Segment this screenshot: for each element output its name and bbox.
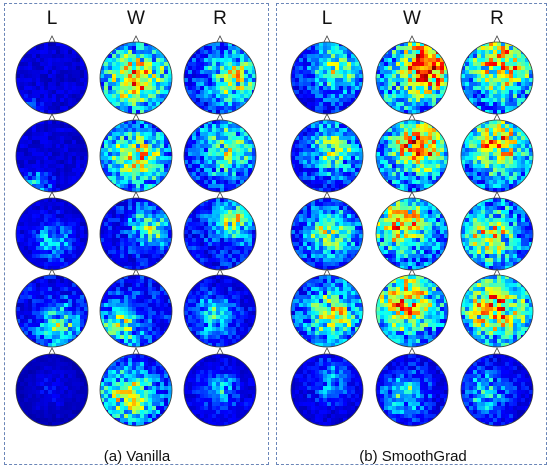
nose-marker-icon: [408, 35, 416, 43]
nose-marker-icon: [132, 191, 140, 199]
column-header-l-smoothgrad: L: [321, 8, 333, 29]
nose-marker-icon: [132, 347, 140, 355]
caption-vanilla: (a) Vanilla: [103, 448, 171, 465]
topomap-smoothgrad-w-row3: [375, 191, 449, 271]
nose-marker-icon: [216, 347, 224, 355]
topomap-vanilla-w-row3: [99, 191, 173, 271]
nose-marker-icon: [323, 347, 331, 355]
topomap-smoothgrad-l-row1: [290, 35, 364, 115]
nose-marker-icon: [408, 268, 416, 276]
nose-marker-icon: [48, 347, 56, 355]
nose-marker-icon: [216, 268, 224, 276]
topomap-vanilla-w-row4: [99, 268, 173, 348]
topomap-smoothgrad-l-row3: [290, 191, 364, 271]
nose-marker-icon: [132, 268, 140, 276]
topomap-smoothgrad-r-row3: [460, 191, 534, 271]
nose-marker-icon: [48, 191, 56, 199]
nose-marker-icon: [493, 191, 501, 199]
topomap-smoothgrad-w-row4: [375, 268, 449, 348]
nose-marker-icon: [493, 113, 501, 121]
nose-marker-icon: [493, 347, 501, 355]
column-header-w-smoothgrad: W: [403, 8, 421, 29]
nose-marker-icon: [48, 35, 56, 43]
nose-marker-icon: [216, 113, 224, 121]
nose-marker-icon: [493, 35, 501, 43]
topomap-vanilla-l-row4: [15, 268, 89, 348]
topomap-vanilla-l-row5: [15, 347, 89, 427]
column-header-w-vanilla: W: [127, 8, 145, 29]
nose-marker-icon: [216, 191, 224, 199]
topomap-vanilla-w-row2: [99, 113, 173, 193]
nose-marker-icon: [323, 35, 331, 43]
topomap-vanilla-l-row3: [15, 191, 89, 271]
topomap-vanilla-r-row4: [183, 268, 257, 348]
nose-marker-icon: [323, 268, 331, 276]
topomap-vanilla-r-row1: [183, 35, 257, 115]
topomap-smoothgrad-r-row2: [460, 113, 534, 193]
caption-smoothgrad: (b) SmoothGrad: [359, 448, 467, 465]
topomap-smoothgrad-r-row4: [460, 268, 534, 348]
nose-marker-icon: [408, 191, 416, 199]
nose-marker-icon: [48, 113, 56, 121]
topomap-smoothgrad-r-row5: [460, 347, 534, 427]
nose-marker-icon: [132, 113, 140, 121]
topomap-smoothgrad-l-row5: [290, 347, 364, 427]
column-header-l-vanilla: L: [46, 8, 58, 29]
topomap-smoothgrad-w-row5: [375, 347, 449, 427]
topomap-vanilla-r-row5: [183, 347, 257, 427]
topomap-vanilla-w-row1: [99, 35, 173, 115]
panel-vanilla: [4, 3, 269, 465]
topomap-vanilla-l-row1: [15, 35, 89, 115]
column-header-r-smoothgrad: R: [490, 8, 504, 29]
nose-marker-icon: [408, 113, 416, 121]
nose-marker-icon: [48, 268, 56, 276]
nose-marker-icon: [493, 268, 501, 276]
nose-marker-icon: [323, 113, 331, 121]
topomap-vanilla-r-row2: [183, 113, 257, 193]
topomap-smoothgrad-r-row1: [460, 35, 534, 115]
topomap-smoothgrad-l-row4: [290, 268, 364, 348]
topomap-vanilla-r-row3: [183, 191, 257, 271]
nose-marker-icon: [132, 35, 140, 43]
topomap-vanilla-l-row2: [15, 113, 89, 193]
topomap-smoothgrad-l-row2: [290, 113, 364, 193]
nose-marker-icon: [216, 35, 224, 43]
nose-marker-icon: [408, 347, 416, 355]
nose-marker-icon: [323, 191, 331, 199]
topomap-smoothgrad-w-row2: [375, 113, 449, 193]
panel-smoothgrad: [276, 3, 547, 465]
column-header-r-vanilla: R: [213, 8, 227, 29]
topomap-vanilla-w-row5: [99, 347, 173, 427]
topomap-smoothgrad-w-row1: [375, 35, 449, 115]
